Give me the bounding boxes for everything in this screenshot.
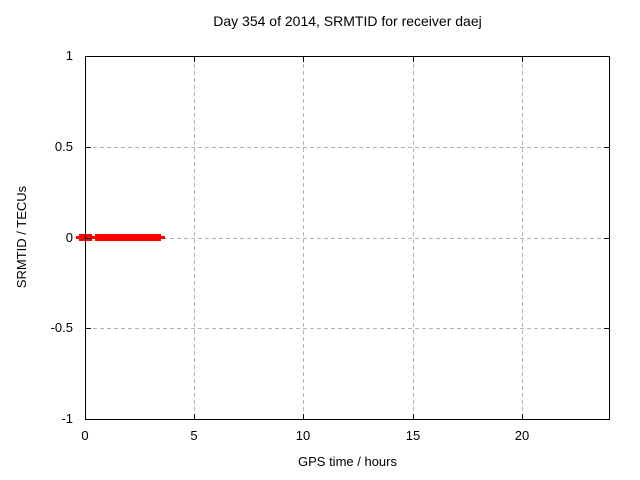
x-tick-top [194,57,195,62]
y-tick-label: 0.5 [54,139,73,154]
x-tick-top [413,57,414,62]
y-tick-right [604,419,609,420]
x-tick-label: 5 [190,428,198,443]
x-tick-top [303,57,304,62]
y-tick-left [86,147,91,148]
x-tick-bottom [413,414,414,419]
x-axis-label: GPS time / hours [298,454,397,469]
x-tick-label: 20 [514,428,530,443]
y-tick-right [604,328,609,329]
y-tick-right [604,147,609,148]
gridline-x-20 [522,57,523,419]
series-point-cluster [79,234,85,241]
x-tick-bottom [194,414,195,419]
y-tick-label: -0.5 [50,320,73,335]
y-tick-left [86,419,91,420]
gridline-x-5 [194,57,195,419]
y-tick-label: 1 [65,48,73,63]
y-tick-left [86,328,91,329]
x-tick-bottom [522,414,523,419]
gridline-x-10 [303,57,304,419]
y-tick-right [604,238,609,239]
y-tick-left [86,238,91,239]
series-point-cluster [86,234,92,241]
chart-title: Day 354 of 2014, SRMTID for receiver dae… [213,13,482,29]
x-tick-top [522,57,523,62]
gridline-y-0 [86,238,609,239]
y-tick-label: 0 [65,230,73,245]
x-tick-top [85,57,86,62]
y-tick-label: -1 [61,411,73,426]
x-tick-label: 10 [295,428,311,443]
x-tick-label: 15 [405,428,421,443]
series-point-cluster [95,234,161,241]
y-tick-right [604,56,609,57]
x-tick-bottom [303,414,304,419]
gridline-x-15 [413,57,414,419]
gridline-y-0.5 [86,147,609,148]
x-tick-label: 0 [81,428,89,443]
y-tick-left [86,56,91,57]
gridline-y--0.5 [86,328,609,329]
